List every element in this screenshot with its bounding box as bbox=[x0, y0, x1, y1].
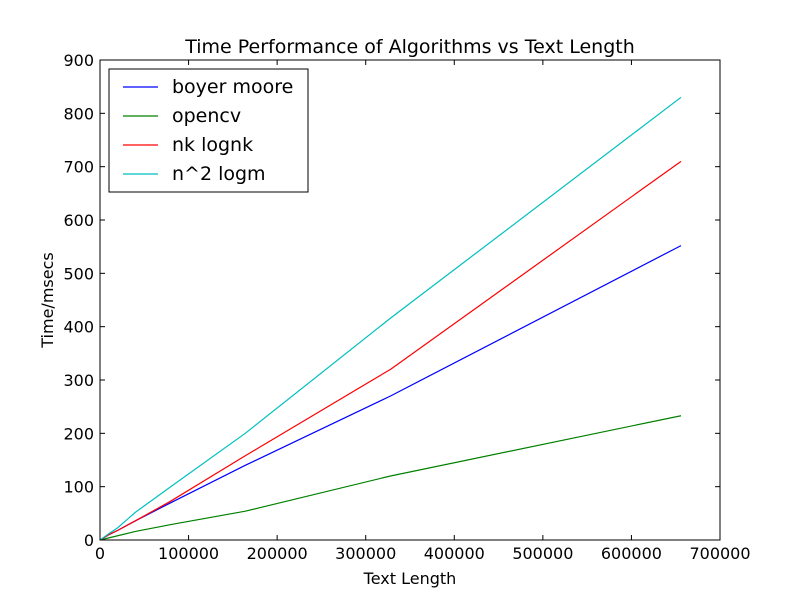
x-tick-label: 0 bbox=[95, 544, 105, 563]
y-axis-label: Time/msecs bbox=[38, 252, 57, 348]
y-tick-label: 300 bbox=[63, 371, 94, 390]
y-tick-label: 900 bbox=[63, 51, 94, 70]
series-line-opencv bbox=[99, 415, 682, 541]
y-tick-label: 0 bbox=[84, 531, 94, 550]
y-tick-label: 600 bbox=[63, 211, 94, 230]
x-axis: 0 100000 200000 300000 400000 500000 600000 700… bbox=[95, 60, 751, 563]
plot-frame bbox=[99, 59, 721, 541]
y-tick-label: 400 bbox=[63, 318, 94, 337]
x-tick-label: 200000 bbox=[247, 544, 308, 563]
plot-lines bbox=[99, 96, 682, 541]
y-axis: 0 100 200 300 400 500 600 700 800 900 bbox=[63, 51, 720, 550]
series-line-n-2-logm bbox=[99, 96, 682, 541]
x-axis-label: Text Length bbox=[363, 569, 457, 588]
x-tick-label: 600000 bbox=[601, 544, 662, 563]
chart-title: Time Performance of Algorithms vs Text L… bbox=[184, 36, 635, 58]
legend-box bbox=[108, 68, 309, 193]
y-tick-label: 200 bbox=[63, 424, 94, 443]
y-tick-label: 700 bbox=[63, 158, 94, 177]
x-tick-label: 400000 bbox=[424, 544, 485, 563]
x-tick-label: 700000 bbox=[689, 544, 750, 563]
legend-label: boyer moore bbox=[172, 76, 293, 98]
y-tick-label: 500 bbox=[63, 264, 94, 283]
x-tick-label: 100000 bbox=[158, 544, 219, 563]
y-tick-label: 800 bbox=[63, 104, 94, 123]
x-tick-label: 300000 bbox=[335, 544, 396, 563]
legend-label: nk lognk bbox=[172, 134, 253, 156]
x-tick-label: 500000 bbox=[512, 544, 573, 563]
legend-label: opencv bbox=[172, 105, 241, 127]
legend-label: n^2 logm bbox=[172, 163, 266, 185]
y-tick-label: 100 bbox=[63, 478, 94, 497]
legend: boyer moore opencv nk lognk n^2 logm bbox=[108, 68, 309, 193]
